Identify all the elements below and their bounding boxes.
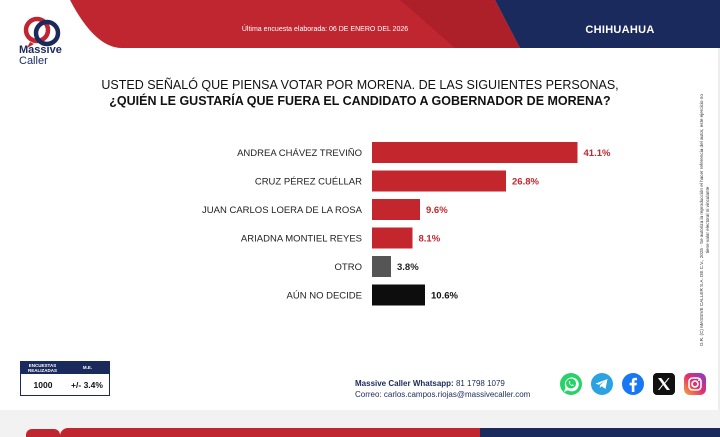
x-icon[interactable] [652,372,676,396]
region-label: CHIHUAHUA [585,24,655,36]
email-address[interactable]: carlos.campos.riojas@massivecaller.com [383,390,531,399]
bar [372,227,413,249]
brand-name-line1: Massive [19,44,62,56]
margin-of-error: +/- 3.4% [71,379,103,390]
brand-logo-icon [23,16,61,48]
value-label: 41.1% [584,148,611,159]
next-card-navy-band [480,428,720,437]
category-label: AÚN NO DECIDE [287,291,362,302]
bar [372,256,391,277]
stats-value-row: 1000 +/- 3.4% [20,374,110,396]
value-label: 3.8% [397,262,419,273]
stats-header-margin: M.E. [82,365,93,370]
next-card-red-band [60,428,480,437]
contact-info: Massive Caller Whatsapp: 81 1798 1079 Co… [355,378,530,400]
stats-header-surveys: ENCUESTAS REALIZADAS [28,362,57,373]
whatsapp-number: 81 1798 1079 [455,379,505,388]
value-label: 9.6% [426,205,448,216]
instagram-icon[interactable] [683,372,707,396]
facebook-icon[interactable] [621,372,645,396]
stats-header-row: ENCUESTAS REALIZADAS M.E. [20,361,110,374]
bar [372,170,506,192]
copyright-text: D.R. (C) MASSIVE CALLER S.A. DE C.V., 20… [699,94,710,346]
email-contact: Correo: carlos.campos.riojas@massivecall… [355,389,530,400]
brand-name-line2: Caller [19,55,48,67]
whatsapp-label: Massive Caller Whatsapp: [355,379,454,388]
social-links [559,372,707,396]
survey-stats-table: ENCUESTAS REALIZADAS M.E. 1000 +/- 3.4% [20,361,110,397]
category-label: ANDREA CHÁVEZ TREVIÑO [237,148,362,159]
email-label: Correo: [355,390,382,399]
header-navy-band [495,0,720,48]
category-label: ARIADNA MONTIEL REYES [241,234,362,245]
question-line-2: ¿QUIÉN LE GUSTARÍA QUE FUERA EL CANDIDAT… [109,94,611,108]
telegram-icon[interactable] [590,372,614,396]
category-label: CRUZ PÉREZ CUÉLLAR [255,177,362,188]
whatsapp-icon[interactable] [559,372,583,396]
header-band [70,0,720,48]
brand-name: Massive Caller [19,45,79,67]
value-label: 10.6% [431,291,458,302]
copyright-notice: D.R. (C) MASSIVE CALLER S.A. DE C.V., 20… [690,80,720,360]
category-label: OTRO [335,262,362,273]
surveys-count: 1000 [33,379,53,390]
bar [372,142,578,163]
bar [372,199,420,220]
category-label: JUAN CARLOS LOERA DE LA ROSA [202,205,363,216]
value-label: 8.1% [419,234,441,245]
next-card-logo [26,429,60,437]
question-line-1: USTED SEÑALÓ QUE PIENSA VOTAR POR MORENA… [101,78,619,92]
whatsapp-contact: Massive Caller Whatsapp: 81 1798 1079 [355,378,530,389]
report-card [0,0,718,410]
header-red-shade [400,0,520,48]
value-label: 26.8% [512,177,539,188]
header-red-band [70,0,520,48]
bar [372,284,425,306]
survey-date: Última encuesta elaborada: 06 DE ENERO D… [241,26,409,33]
